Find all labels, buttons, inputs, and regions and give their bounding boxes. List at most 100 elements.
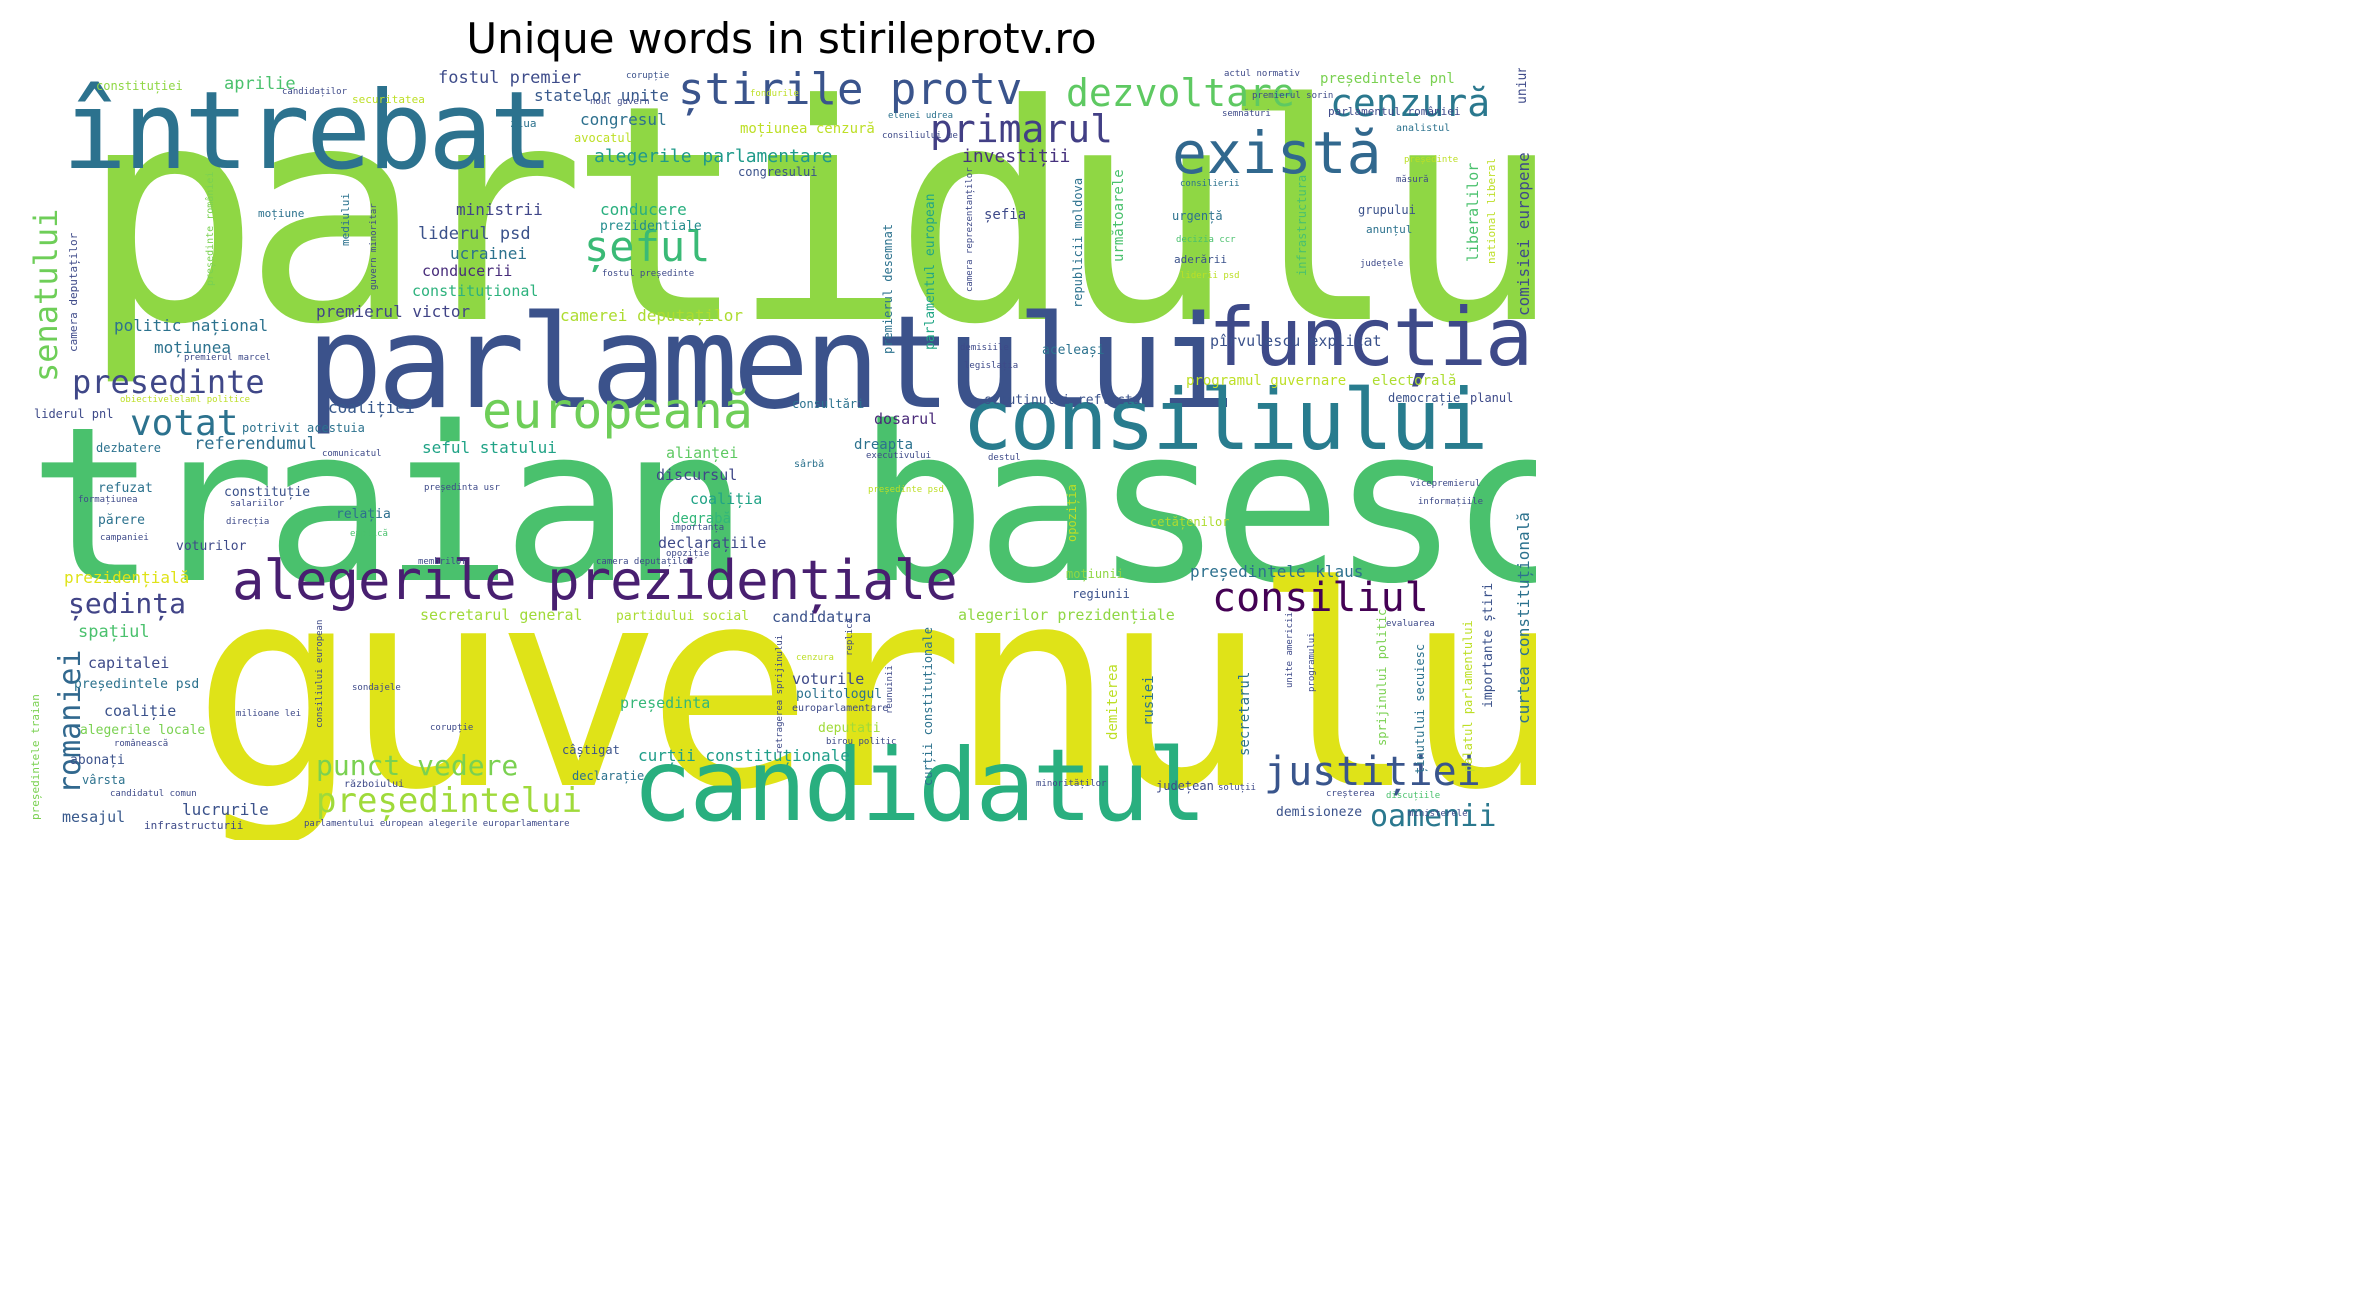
word-programul-guvernare: programul guvernare xyxy=(1186,373,1347,389)
word-functia: funcția xyxy=(1208,291,1533,384)
word-programului: programului xyxy=(1307,632,1317,692)
word-evaluarea: evaluarea xyxy=(1386,619,1435,629)
word-premierul-marcel: premierul marcel xyxy=(184,353,271,363)
word-capitalei: capitalei xyxy=(88,654,170,672)
word-sprijinului-politic: sprijinului politic xyxy=(1375,608,1389,746)
word-camera-reprezentantilor: camera reprezentanților xyxy=(965,167,975,292)
word-mediului: mediului xyxy=(339,193,352,246)
word-coalitia: coaliția xyxy=(690,490,763,508)
word-stirile-protv: știrile protv xyxy=(678,68,1023,115)
word-opozitia: opoziția xyxy=(1065,484,1079,542)
word-parere: părere xyxy=(98,513,145,528)
word-judetele: județele xyxy=(1360,259,1404,269)
word-varsta: vârsta xyxy=(82,773,126,787)
word-constitutiei: constituției xyxy=(96,79,183,93)
word-membrilor: membrilor xyxy=(418,557,467,567)
word-cresterea: creșterea xyxy=(1326,789,1375,799)
word-semnaturi: semnături xyxy=(1222,109,1271,119)
word-candidatul-comun: candidatul comun xyxy=(110,789,197,799)
word-coruptie: corupție xyxy=(626,71,670,81)
word-politic-national: politic național xyxy=(114,316,269,335)
word-national-liberal: national liberal xyxy=(1485,158,1498,264)
word-retragerea-sprijinului: retragerea sprijinului xyxy=(775,634,785,754)
word-judetean: județean xyxy=(1156,779,1214,793)
word-premierul-desemnat: premierul desemnat xyxy=(881,223,895,354)
word-presedintelui: președintelui xyxy=(316,781,583,821)
word-motiune: moțiune xyxy=(258,207,305,220)
word-candidatura: candidatura xyxy=(772,608,872,626)
word-campaniei: campaniei xyxy=(100,533,149,543)
word-senatului: senatului xyxy=(27,208,65,382)
word-uniunii-europene: uniunii europene xyxy=(1515,68,1530,104)
word-presedinte: presedinte xyxy=(72,363,265,401)
page-title: Unique words in stirileprotv.ro xyxy=(466,14,1097,63)
word-mesajul: mesajul xyxy=(62,808,126,826)
word-motiunii: moțiunii xyxy=(1066,567,1124,581)
word-justitiei: justiției xyxy=(1264,749,1481,795)
word-guvernului: guvernului xyxy=(192,527,1536,840)
word-camera-deputatilor-2: camera deputaților xyxy=(596,557,694,567)
word-spatiul: spațiul xyxy=(78,622,150,642)
word-liberalilor: liberalilor xyxy=(1464,162,1482,262)
word-discursul: discursul xyxy=(656,466,738,484)
word-directia: direcția xyxy=(226,517,270,527)
word-alegerile-locale: alegerile locale xyxy=(80,723,206,738)
word-voturilor: voturilor xyxy=(176,539,247,554)
word-votat: votat xyxy=(130,403,239,444)
word-presedintele-traian: președintele traian xyxy=(29,694,42,820)
word-cenzura-small: cenzura xyxy=(796,653,834,663)
word-scrutinului-reflectat: scrutinului reflectat xyxy=(984,393,1149,408)
word-constitutie: constituție xyxy=(224,485,311,500)
word-tinutului-secuiesc: ținutului secuiesc xyxy=(1413,643,1427,774)
word-urmatoarele: următoarele xyxy=(1111,169,1127,262)
word-solutii: soluții xyxy=(1218,783,1256,793)
word-replica: replică xyxy=(845,618,855,656)
word-parlamentul-european: parlamentul european xyxy=(923,193,938,350)
word-palatul-parlamentului: palatul parlamentului xyxy=(1461,620,1475,772)
word-conducere: conducere xyxy=(600,200,687,219)
word-traian-basescu: traian basescu xyxy=(28,380,1536,631)
word-consiliului-ue: consiliului ue xyxy=(882,131,958,141)
word-presedinta-usr: președinta usr xyxy=(424,483,500,493)
word-aceleasi: aceleași xyxy=(1042,343,1105,358)
word-parlamentul-romaniei: parlamentul româniei xyxy=(1328,105,1461,118)
word-candidatul: candidatul xyxy=(632,727,1207,840)
word-noul-guvern: noul guvern xyxy=(590,97,650,107)
word-razboiului: războiului xyxy=(344,779,405,790)
word-oamenii: oamenii xyxy=(1370,799,1497,834)
word-dosarul: dosarul xyxy=(874,410,938,428)
word-unite-americii: unite americii xyxy=(1285,612,1295,688)
word-presedinta: președinta xyxy=(620,694,711,712)
word-executivului: executivului xyxy=(866,451,932,461)
word-actul-normativ: actul normativ xyxy=(1224,69,1300,79)
word-romaneasca: românească xyxy=(114,739,169,749)
word-prezidentiale: prezidentiale xyxy=(600,219,702,234)
word-punct-vedere: punct vedere xyxy=(316,749,519,782)
word-explica: explică xyxy=(350,529,388,539)
word-motiunea-cenzura: moțiunea cenzură xyxy=(740,121,875,137)
word-rusiei: rusiei xyxy=(1141,675,1157,726)
word-securitatea: securitatea xyxy=(352,93,425,106)
word-ministerele: ministerele xyxy=(1408,809,1468,819)
word-liderul-psd: liderul psd xyxy=(418,224,531,244)
word-presedinte-psd: președinte psd xyxy=(868,485,944,495)
word-motiunea: moțiunea xyxy=(154,338,232,357)
word-curtii-constitutionale: curții constituționale xyxy=(638,746,850,765)
word-cloud: partidului traian basescu guvernului par… xyxy=(26,68,1536,840)
word-seful-statului: seful statului xyxy=(422,438,557,457)
word-coruptie-2: corupție xyxy=(430,723,474,733)
word-aprilie: aprilie xyxy=(224,74,296,94)
word-formatiunea: formațiunea xyxy=(78,495,138,505)
word-premierul-victor: premierul victor xyxy=(316,302,471,321)
word-aderarii: aderării xyxy=(1174,253,1227,266)
word-coalitie: coaliție xyxy=(104,702,177,720)
word-analistul: analistul xyxy=(1396,123,1451,134)
word-comisiei-europene: comisiei europene xyxy=(1514,152,1533,316)
word-alegerile-prezidentiale: alegerile prezidențiale xyxy=(232,549,958,612)
word-secretarul-general: secretarul general xyxy=(420,606,583,624)
word-fostul-premier: fostul premier xyxy=(438,68,582,88)
word-sefia: șefia xyxy=(984,207,1027,223)
word-partidului-social: partidului social xyxy=(616,609,750,624)
word-primarul: primarul xyxy=(930,107,1114,151)
word-europeana: europeană xyxy=(482,382,753,440)
